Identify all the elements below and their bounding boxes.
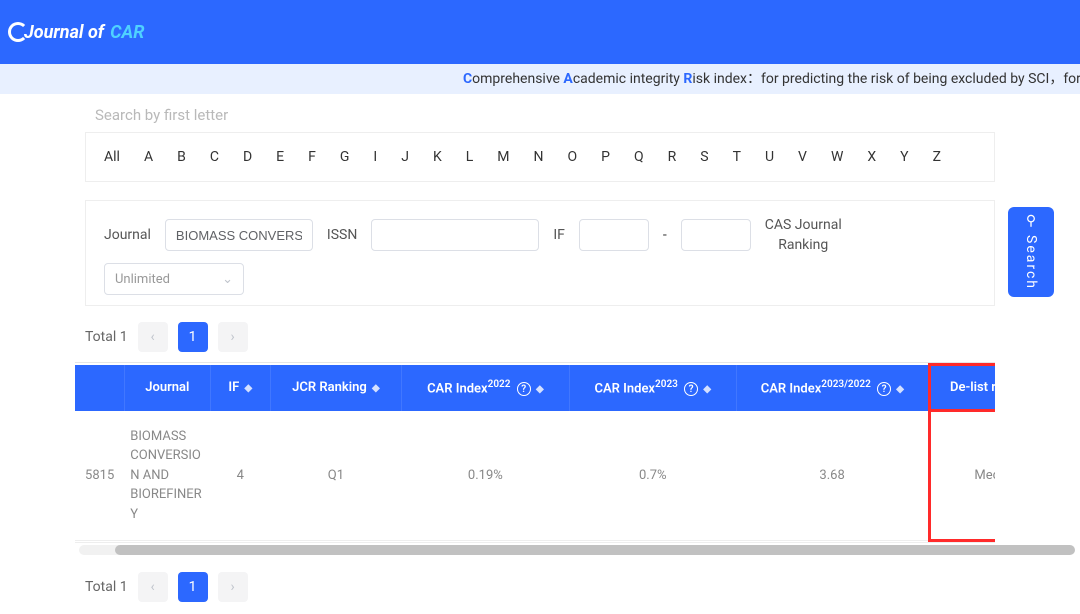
cell: 3.68 <box>736 411 929 541</box>
horizontal-scrollbar[interactable] <box>75 542 995 556</box>
logo-text-prefix: Journal of <box>24 22 104 43</box>
letter-m[interactable]: M <box>493 147 513 167</box>
marquee-hl-1: C <box>463 71 472 87</box>
letter-a[interactable]: A <box>140 147 157 167</box>
pager-prev-button[interactable]: ‹ <box>138 322 168 352</box>
issn-label: ISSN <box>327 227 357 243</box>
letter-w[interactable]: W <box>827 147 847 167</box>
cell: Q1 <box>270 411 402 541</box>
help-icon[interactable]: ? <box>517 382 531 396</box>
marquee-p2: cademic integrity <box>573 71 684 87</box>
letter-t[interactable]: T <box>729 147 745 167</box>
letter-z[interactable]: Z <box>929 147 945 167</box>
col-2[interactable]: IF ◆ <box>210 365 270 411</box>
table-body: 5815BIOMASS CONVERSION AND BIOREFINERY4Q… <box>75 411 995 541</box>
cas-select[interactable]: Unlimited ⌄ <box>104 263 244 295</box>
sort-icon: ◆ <box>896 384 904 395</box>
cas-select-value: Unlimited <box>115 272 170 287</box>
journal-label: Journal <box>104 227 151 243</box>
marquee-banner: Comprehensive Academic integrity Risk in… <box>0 64 1080 94</box>
letter-l[interactable]: L <box>462 147 478 167</box>
letter-b[interactable]: B <box>173 147 190 167</box>
chevron-down-icon: ⌄ <box>222 272 233 287</box>
cell: 5815 <box>75 411 124 541</box>
pager-next-button[interactable]: › <box>218 322 248 352</box>
letter-e[interactable]: E <box>272 147 288 167</box>
search-button-label: Search <box>1023 235 1039 290</box>
sort-icon: ◆ <box>244 383 252 394</box>
letter-s[interactable]: S <box>696 147 712 167</box>
letter-d[interactable]: D <box>239 147 256 167</box>
help-icon[interactable]: ? <box>684 382 698 396</box>
col-6[interactable]: CAR Index2023/2022 ? ◆ <box>736 365 929 411</box>
table-row[interactable]: 5815BIOMASS CONVERSION AND BIOREFINERY4Q… <box>75 411 995 541</box>
letter-x[interactable]: X <box>863 147 880 167</box>
if-dash: - <box>663 227 667 243</box>
table-header-row: JournalIF ◆JCR Ranking ◆CAR Index2022 ? … <box>75 365 995 411</box>
letter-f[interactable]: F <box>304 147 320 167</box>
col-7[interactable]: De-list risk ? ◆ <box>929 365 995 411</box>
pager-page-1-button[interactable]: 1 <box>178 322 208 352</box>
if-label: IF <box>553 227 565 243</box>
logo[interactable]: Journal of CAR <box>8 22 144 43</box>
pager-page-1-button-b[interactable]: 1 <box>178 572 208 602</box>
results-table: JournalIF ◆JCR Ranking ◆CAR Index2022 ? … <box>75 363 995 542</box>
cas-wrap: CAS Journal Ranking <box>765 217 842 253</box>
col-3[interactable]: JCR Ranking ◆ <box>270 365 402 411</box>
letter-q[interactable]: Q <box>630 147 648 167</box>
cas-label-1: CAS Journal <box>765 217 842 233</box>
col-5[interactable]: CAR Index2023 ? ◆ <box>569 365 736 411</box>
letter-j[interactable]: J <box>397 147 413 167</box>
letter-u[interactable]: U <box>761 147 778 167</box>
marquee-hl-2: A <box>563 71 572 87</box>
letter-o[interactable]: O <box>564 147 582 167</box>
pager-next-button-b[interactable]: › <box>218 572 248 602</box>
pager-top: Total 1 ‹ 1 › <box>85 306 995 362</box>
letter-r[interactable]: R <box>664 147 681 167</box>
letter-y[interactable]: Y <box>896 147 912 167</box>
letter-i[interactable]: I <box>369 147 381 167</box>
col-0 <box>75 365 124 411</box>
pager-bottom: Total 1 ‹ 1 › <box>85 556 995 612</box>
logo-text-suffix: CAR <box>110 22 144 43</box>
letter-k[interactable]: K <box>429 147 446 167</box>
col-4[interactable]: CAR Index2022 ? ◆ <box>402 365 569 411</box>
header-bar: Journal of CAR <box>0 0 1080 64</box>
filter-card: Journal ISSN IF - CAS Journal Ranking Un… <box>85 200 995 306</box>
cell: BIOMASS CONVERSION AND BIOREFINERY <box>124 411 210 541</box>
col-1: Journal <box>124 365 210 411</box>
sort-icon: ◆ <box>372 383 380 394</box>
letter-v[interactable]: V <box>794 147 811 167</box>
results-table-wrap: JournalIF ◆JCR Ranking ◆CAR Index2022 ? … <box>75 362 995 542</box>
sort-icon: ◆ <box>703 384 711 395</box>
if-max-input[interactable] <box>681 219 751 251</box>
sort-icon: ◆ <box>536 384 544 395</box>
letter-n[interactable]: N <box>530 147 548 167</box>
search-icon: ⚲ <box>1023 213 1039 231</box>
scroll-thumb[interactable] <box>115 545 1075 555</box>
if-min-input[interactable] <box>579 219 649 251</box>
marquee-p1: omprehensive <box>472 71 563 87</box>
letter-p[interactable]: P <box>597 147 614 167</box>
cell: 0.7% <box>569 411 736 541</box>
marquee-p3: isk index：for predicting the risk of bei… <box>692 71 1080 87</box>
cell: 0.19% <box>402 411 569 541</box>
pager-total-b: Total 1 <box>85 579 128 595</box>
search-title: Search by first letter <box>85 94 995 132</box>
letter-all[interactable]: All <box>100 147 124 167</box>
help-icon[interactable]: ? <box>877 382 891 396</box>
issn-input[interactable] <box>371 219 539 251</box>
letter-g[interactable]: G <box>336 147 354 167</box>
search-button[interactable]: ⚲ Search <box>1008 207 1054 297</box>
letter-c[interactable]: C <box>206 147 223 167</box>
journal-input[interactable] <box>165 219 313 251</box>
pager-total: Total 1 <box>85 329 128 345</box>
filter-fields: Journal ISSN IF - CAS Journal Ranking Un… <box>104 217 976 295</box>
cell: 4 <box>210 411 270 541</box>
cas-label-2: Ranking <box>778 237 828 253</box>
pager-prev-button-b[interactable]: ‹ <box>138 572 168 602</box>
cell: Medium <box>929 411 995 541</box>
letter-filter-card: All ABCDEFGIJKLMNOPQRSTUVWXYZ <box>85 132 995 182</box>
